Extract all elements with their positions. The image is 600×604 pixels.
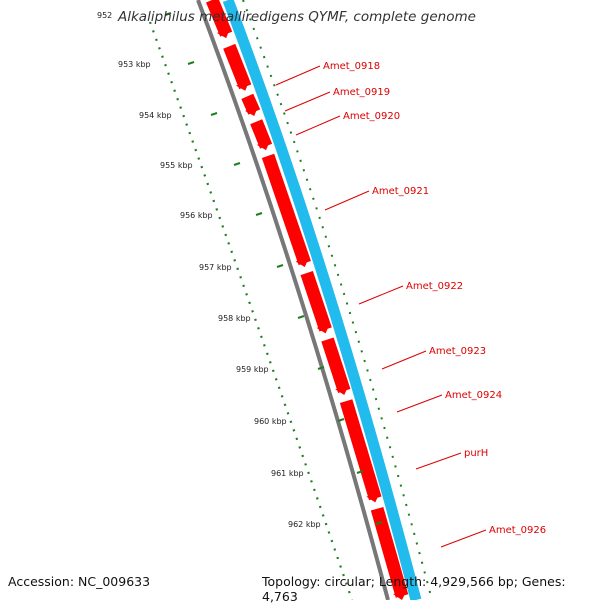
scale-tick-mark xyxy=(276,264,284,268)
gene-arrow-head xyxy=(216,28,230,39)
gene-arrow-head xyxy=(244,106,259,117)
scale-tick-label: 956 kbp xyxy=(180,211,213,220)
gene-arrow-head xyxy=(316,323,330,334)
gene-arrow[interactable] xyxy=(370,506,409,598)
gene-arrow-head xyxy=(366,492,380,503)
gene-arrow[interactable] xyxy=(300,270,332,332)
scale-tick-label: 959 kbp xyxy=(236,365,269,374)
accession-text: Accession: NC_009633 xyxy=(8,574,151,589)
gene-label[interactable]: Amet_0926 xyxy=(489,525,546,536)
gene-label[interactable]: Amet_0923 xyxy=(429,346,486,357)
gene-arrow-head xyxy=(335,385,349,395)
gene-label[interactable]: Amet_0921 xyxy=(372,186,429,197)
gene-leader-line xyxy=(440,529,487,548)
gene-label[interactable]: Amet_0918 xyxy=(323,61,380,72)
scale-tick-label: 957 kbp xyxy=(199,263,232,272)
gene-leader-line xyxy=(415,452,462,470)
gene-label[interactable]: purH xyxy=(464,448,488,459)
gene-arrow[interactable] xyxy=(321,337,351,393)
scale-tick-mark xyxy=(375,521,383,525)
gene-label[interactable]: Amet_0920 xyxy=(343,111,400,122)
scale-tick-label: 960 kbp xyxy=(254,417,287,426)
scale-tick-label: 954 kbp xyxy=(139,111,172,120)
scale-tick-mark xyxy=(317,366,325,370)
scale-tick-mark xyxy=(164,12,172,16)
scale-tick-label: 955 kbp xyxy=(160,161,193,170)
gene-arrow-head xyxy=(295,257,309,268)
gene-arrow[interactable] xyxy=(339,399,382,501)
scale-tick-label: 962 kbp xyxy=(288,520,321,529)
gene-arrow-head xyxy=(256,140,271,151)
scale-tick-label: 961 kbp xyxy=(271,469,304,478)
strand-ruler-dots xyxy=(242,0,433,600)
gene-label[interactable]: Amet_0919 xyxy=(333,87,390,98)
gene-leader-line xyxy=(324,190,370,211)
gene-leader-line xyxy=(295,115,341,136)
gene-arrow[interactable] xyxy=(261,153,311,266)
gene-arrow-head xyxy=(393,590,407,600)
scale-ticks: 952 953 kbp 954 kbp 955 kbp 956 kbp 957 kbp 95… xyxy=(97,11,383,529)
scale-tick-mark xyxy=(255,212,263,216)
gene-leader-line xyxy=(381,350,427,370)
gene-arrow[interactable] xyxy=(206,0,233,37)
gene-leader-line xyxy=(275,65,321,86)
gene-label[interactable]: Amet_0922 xyxy=(406,281,463,292)
gene-arrow[interactable] xyxy=(223,43,252,90)
genome-backbone xyxy=(196,0,390,600)
gene-label[interactable]: Amet_0924 xyxy=(445,390,502,401)
gene-arrows xyxy=(206,0,409,600)
gene-leader-line xyxy=(284,91,331,112)
scale-tick-mark xyxy=(187,61,195,65)
gene-labels: Amet_0918 Amet_0919 Amet_0920 Amet_0921 Amet… xyxy=(275,61,546,548)
scale-tick-mark xyxy=(356,470,364,474)
genome-title: Alkaliphilus metalliredigens QYMF, compl… xyxy=(118,9,476,25)
strand-track xyxy=(222,0,422,600)
scale-tick-mark xyxy=(337,418,345,422)
gene-leader-line xyxy=(396,394,443,413)
scale-tick-label: 958 kbp xyxy=(218,314,251,323)
scale-tick-label: 953 kbp xyxy=(118,60,151,69)
scale-tick-mark xyxy=(297,315,305,319)
gene-arrow[interactable] xyxy=(250,119,273,149)
gene-arrow-head xyxy=(235,80,250,91)
scale-tick-mark xyxy=(210,112,218,116)
scale-tick-mark xyxy=(233,162,241,166)
gene-leader-line xyxy=(358,285,404,305)
scale-tick-label: 952 xyxy=(97,11,112,20)
